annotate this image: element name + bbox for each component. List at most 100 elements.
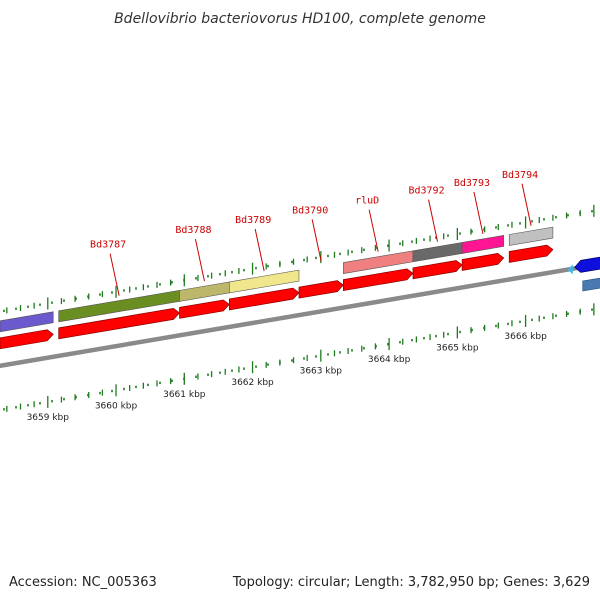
scale-dot-upper xyxy=(243,268,245,272)
scale-dot-upper xyxy=(447,234,449,237)
scale-dot-lower xyxy=(243,367,245,370)
scale-dot-upper xyxy=(351,250,353,254)
scale-dot-upper xyxy=(435,236,437,239)
gene-arrow xyxy=(229,287,300,311)
scale-dot-upper xyxy=(87,295,89,298)
genome-backbone xyxy=(0,261,600,369)
feature-bands xyxy=(0,226,554,333)
scale-dot-upper xyxy=(411,240,413,243)
gene-arrow xyxy=(0,329,54,350)
scale-dot-lower xyxy=(63,397,65,401)
scale-dot-upper xyxy=(171,281,173,284)
scale-label: 3659 kbp xyxy=(27,413,70,423)
scale-dot-upper xyxy=(567,214,569,217)
gene-label-leader xyxy=(311,219,322,262)
scale-label: 3661 kbp xyxy=(163,390,206,400)
gene-label-leader xyxy=(109,253,120,296)
scale-dot-upper xyxy=(315,256,317,260)
gene-arrow xyxy=(412,260,463,280)
scale-dot-upper xyxy=(135,287,137,290)
scale-dot-lower xyxy=(123,387,125,391)
scale-dot-upper xyxy=(543,218,545,221)
scale-dot-upper xyxy=(531,220,533,223)
gene-label-leader xyxy=(428,199,439,242)
scale-dot-lower xyxy=(3,408,5,411)
feature-band xyxy=(508,226,554,246)
genome-title: Bdellovibrio bacteriovorus HD100, comple… xyxy=(114,11,486,27)
scale-dot-lower xyxy=(327,353,329,356)
scale-dot-upper xyxy=(207,275,209,278)
scale-dot-lower xyxy=(423,336,425,340)
scale-dot-lower xyxy=(399,341,401,344)
scale-dot-upper xyxy=(159,283,161,286)
scale-dot-upper xyxy=(39,303,41,306)
reverse-marker xyxy=(567,264,573,275)
scale-dot-lower xyxy=(531,318,533,322)
gene-arrow xyxy=(461,253,505,271)
scale-dot-lower xyxy=(555,314,557,317)
scale-label: 3664 kbp xyxy=(368,355,411,365)
gene-label: Bd3792 xyxy=(408,186,444,197)
scale-dot-upper xyxy=(3,309,5,313)
reverse-strand-features xyxy=(567,256,600,292)
gene-label-leader xyxy=(254,228,265,272)
scale-dot-upper xyxy=(591,209,593,213)
scale-dot-lower xyxy=(339,351,341,354)
gene-label: Bd3788 xyxy=(175,225,211,236)
scale-dot-upper xyxy=(495,226,497,229)
reverse-gene-band xyxy=(582,277,600,292)
gene-label: Bd3794 xyxy=(502,170,538,181)
gene-label-leader xyxy=(521,183,532,226)
backbone-line xyxy=(0,261,600,369)
scale-dot-lower xyxy=(255,365,257,368)
scale-dot-lower xyxy=(99,391,101,395)
feature-band xyxy=(0,311,54,333)
scale-label: 3666 kbp xyxy=(504,332,547,342)
scale-dot-lower xyxy=(507,322,509,326)
scale-dot-upper xyxy=(63,299,65,302)
gene-arrow xyxy=(179,299,230,319)
scale-dot-upper xyxy=(147,285,149,288)
scale-dot-lower xyxy=(111,389,113,393)
genome-summary-label: Topology: circular; Length: 3,782,950 bp… xyxy=(232,575,590,590)
scale-dot-lower xyxy=(435,334,437,338)
scale-dot-upper xyxy=(111,291,113,294)
scale-dot-upper xyxy=(99,293,101,296)
scale-dot-lower xyxy=(387,343,389,346)
scale-dot-lower xyxy=(147,383,149,387)
scale-dot-lower xyxy=(207,373,209,376)
scale-dot-upper xyxy=(291,260,293,264)
scale-dot-lower xyxy=(27,404,29,407)
scale-dot-upper xyxy=(195,277,197,280)
scale-label: 3662 kbp xyxy=(231,378,274,388)
scale-dot-lower xyxy=(303,357,305,360)
reverse-gene-arrow xyxy=(574,256,600,273)
gene-arrows xyxy=(0,244,554,350)
scale-dot-lower xyxy=(171,379,173,383)
feature-band xyxy=(229,269,300,294)
scale-dot-upper xyxy=(555,216,557,219)
gene-arrow xyxy=(342,268,414,292)
scale-dot-upper xyxy=(231,270,233,274)
gene-labels: Bd3787 Bd3788 Bd3789 Bd3790 rluD Bd3792 Bd3793… xyxy=(90,170,538,296)
scale-dot-lower xyxy=(159,381,161,385)
scale-dot-lower xyxy=(543,316,545,319)
scale-dot-lower xyxy=(567,312,569,315)
scale-dot-upper xyxy=(267,264,269,268)
gene-label: Bd3789 xyxy=(235,215,271,226)
scale-dot-lower xyxy=(447,332,449,336)
scale-dot-lower xyxy=(411,338,413,342)
feature-band xyxy=(461,235,505,254)
scale-dot-lower xyxy=(315,355,317,358)
scale-dot-lower xyxy=(195,375,197,378)
scale-dot-lower xyxy=(51,399,53,403)
gene-label: Bd3787 xyxy=(90,240,126,251)
scale-dot-upper xyxy=(15,307,17,310)
scale-label: 3663 kbp xyxy=(300,367,343,377)
scale-dot-lower xyxy=(75,395,77,399)
scale-dot-upper xyxy=(387,244,389,247)
scale-dot-upper xyxy=(75,297,77,300)
scale-ticks xyxy=(6,204,595,412)
